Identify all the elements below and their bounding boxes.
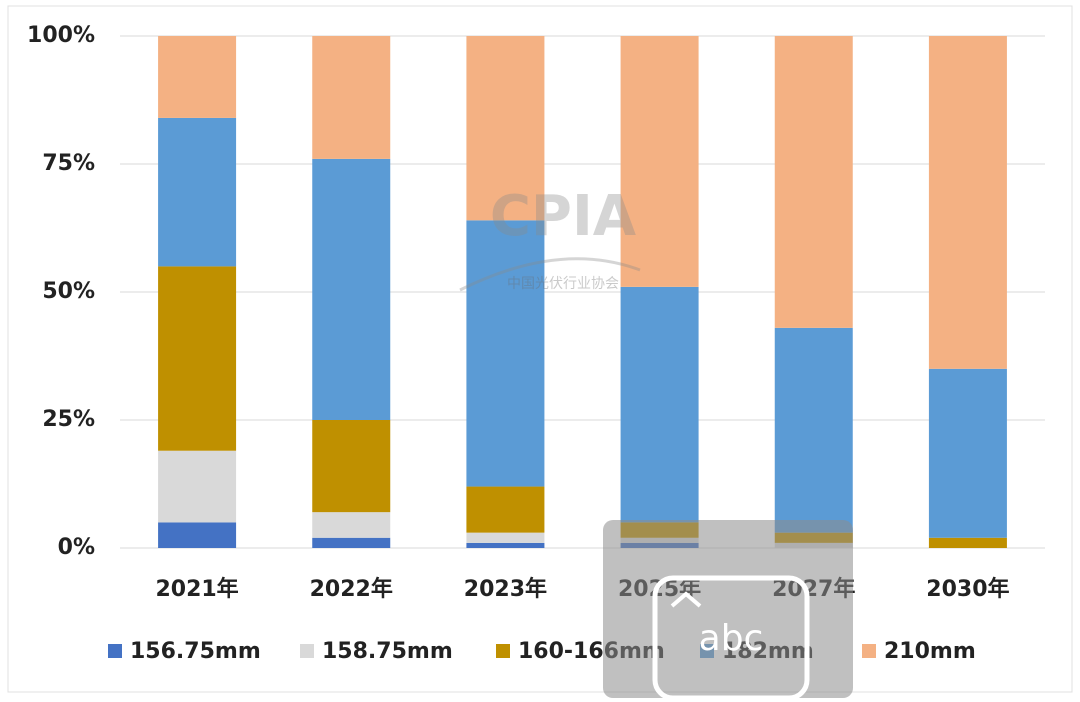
bar-segment [620, 36, 699, 287]
legend-label: 158.75mm [322, 639, 453, 664]
legend-label: 210mm [884, 639, 976, 664]
bar-segment [312, 420, 391, 513]
watermark-arc [459, 257, 641, 292]
bar-segment [312, 537, 391, 548]
x-tick-label: 2022年 [310, 576, 393, 602]
y-tick-label: 25% [42, 407, 95, 432]
legend-swatch [108, 644, 122, 658]
bar-segment [466, 36, 545, 221]
overlay-panel [603, 520, 853, 698]
bar-segment [928, 36, 1007, 369]
bar-segment [774, 327, 853, 533]
x-tick-label: 2021年 [155, 576, 238, 602]
bar-segment [158, 266, 237, 451]
watermark-subtitle: 中国光伏行业协会 [507, 276, 619, 292]
bar-segment [158, 117, 237, 267]
legend-swatch [862, 644, 876, 658]
watermark-title: CPIA [490, 184, 637, 249]
x-tick-label: 2023年 [464, 576, 547, 602]
bar-segment [312, 158, 391, 420]
bar-segment [158, 522, 237, 548]
y-tick-label: 0% [58, 535, 95, 560]
bar-segment [158, 36, 237, 118]
bar-segment [466, 542, 545, 548]
bar-segment [158, 450, 237, 523]
bar-segment [928, 368, 1007, 538]
bar-segment [466, 486, 545, 533]
bar-segment [466, 220, 545, 487]
y-tick-label: 50% [42, 279, 95, 304]
bar-segment [312, 512, 391, 538]
legend-label: 156.75mm [130, 639, 261, 664]
overlay-chevron [670, 591, 702, 608]
overlay: abc [603, 520, 853, 701]
y-tick-label: 100% [27, 23, 95, 48]
bar-segment [928, 537, 1007, 548]
watermark: CPIA 中国光伏行业协会 [459, 184, 641, 292]
x-tick-label: 2030年 [926, 576, 1009, 602]
bar-segment [466, 532, 545, 543]
bar-segment [312, 36, 391, 159]
y-tick-label: 75% [42, 151, 95, 176]
legend-swatch [300, 644, 314, 658]
overlay-text: abc [699, 618, 764, 659]
legend-swatch [496, 644, 510, 658]
bar-segment [620, 286, 699, 523]
bar-segment [774, 36, 853, 328]
